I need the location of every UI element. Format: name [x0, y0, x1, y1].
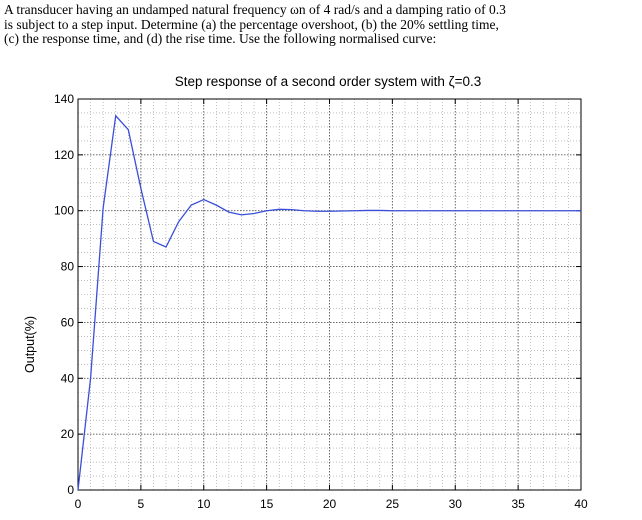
problem-line-2: is subject to a step input. Determine (a…: [4, 16, 499, 32]
y-axis-label: Output(%): [23, 316, 37, 373]
y-tick-label: 40: [61, 371, 75, 385]
y-tick-label: 20: [61, 427, 75, 441]
problem-statement: A transducer having an undamped natural …: [4, 2, 640, 47]
axis-ticks: 0 5 10 15 20 25 30 35 40 0 20 40 60 80 100 120 140: [54, 92, 588, 511]
x-tick-label: 5: [138, 497, 145, 511]
x-tick-label: 40: [574, 497, 588, 511]
x-tick-label: 35: [511, 497, 525, 511]
series-line: [77, 114, 581, 491]
x-tick-label: 15: [260, 497, 274, 511]
x-tick-label: 10: [197, 497, 211, 511]
y-tick-label: 140: [54, 92, 74, 106]
y-tick-label: 100: [54, 204, 74, 218]
x-tick-label: 25: [386, 497, 400, 511]
x-tick-label: 20: [323, 497, 337, 511]
x-tick-label: 0: [75, 497, 82, 511]
problem-line-1: A transducer having an undamped natural …: [4, 2, 506, 17]
y-tick-label: 60: [61, 315, 75, 329]
x-tick-label: 30: [449, 497, 463, 511]
grid: [78, 99, 581, 490]
chart-title: Step response of a second order system w…: [175, 74, 482, 89]
y-tick-label: 120: [54, 148, 74, 162]
problem-line-3: (c) the response time, and (d) the rise …: [4, 31, 437, 46]
y-tick-label: 80: [61, 260, 75, 274]
y-tick-label: 0: [67, 483, 74, 497]
